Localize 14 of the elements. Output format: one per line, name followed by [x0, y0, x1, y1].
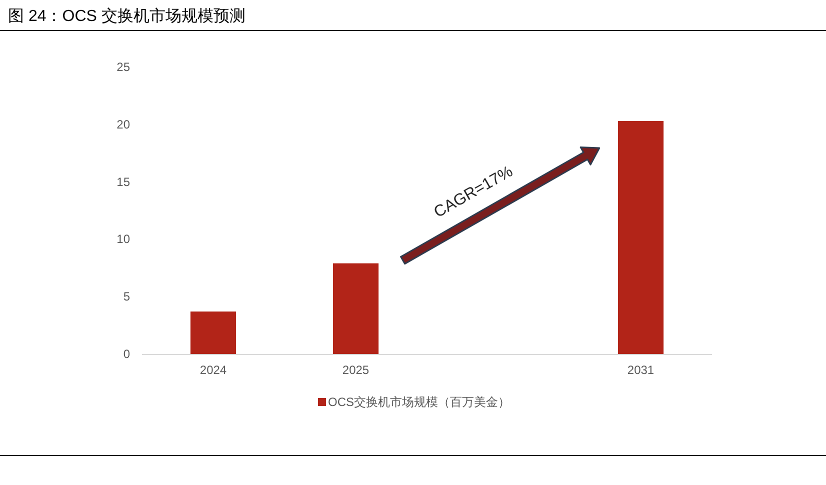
y-tick-label: 20	[116, 117, 130, 132]
bar	[332, 263, 379, 354]
y-tick-label: 0	[123, 347, 130, 361]
chart-title: 图 24：OCS 交换机市场规模预测	[8, 7, 246, 25]
bar	[618, 120, 664, 354]
y-tick-label: 25	[116, 60, 130, 74]
x-tick-label: 2025	[342, 363, 370, 377]
legend: OCS交换机市场规模（百万美金）	[318, 395, 510, 409]
bar	[190, 312, 236, 354]
y-tick-label: 5	[123, 290, 130, 304]
x-tick-label: 2031	[627, 363, 654, 377]
x-tick-label: 2024	[200, 363, 227, 377]
y-tick-label: 10	[116, 232, 130, 246]
y-tick-label: 15	[116, 174, 130, 189]
